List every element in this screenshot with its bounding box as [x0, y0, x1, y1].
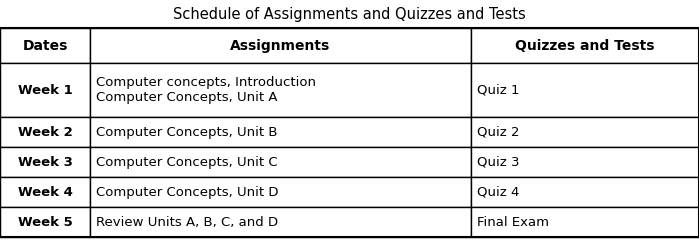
Text: Quiz 4: Quiz 4	[477, 186, 519, 198]
Bar	[0, 207, 90, 237]
Bar	[0, 117, 90, 147]
Text: Computer concepts, Introduction
Computer Concepts, Unit A: Computer concepts, Introduction Computer…	[96, 76, 316, 104]
Bar	[471, 117, 699, 147]
Text: Week 5: Week 5	[17, 215, 73, 229]
Text: Review Units A, B, C, and D: Review Units A, B, C, and D	[96, 215, 278, 229]
Bar	[471, 147, 699, 177]
Text: Assignments: Assignments	[231, 39, 331, 53]
Text: Week 2: Week 2	[17, 125, 73, 138]
Text: Week 4: Week 4	[17, 186, 73, 198]
Bar	[90, 177, 471, 207]
Text: Week 1: Week 1	[17, 83, 73, 97]
Text: Dates: Dates	[22, 39, 68, 53]
Text: Computer Concepts, Unit D: Computer Concepts, Unit D	[96, 186, 278, 198]
Bar	[471, 63, 699, 117]
Bar	[0, 177, 90, 207]
Text: Week 3: Week 3	[17, 155, 73, 169]
Bar	[0, 147, 90, 177]
Bar	[471, 207, 699, 237]
Text: Quiz 1: Quiz 1	[477, 83, 519, 97]
Bar	[0, 28, 699, 237]
Bar	[471, 28, 699, 63]
Bar	[90, 147, 471, 177]
Text: Quiz 3: Quiz 3	[477, 155, 519, 169]
Bar	[90, 117, 471, 147]
Text: Quiz 2: Quiz 2	[477, 125, 519, 138]
Bar	[0, 63, 90, 117]
Bar	[0, 28, 90, 63]
Text: Quizzes and Tests: Quizzes and Tests	[515, 39, 655, 53]
Bar	[90, 63, 471, 117]
Text: Schedule of Assignments and Quizzes and Tests: Schedule of Assignments and Quizzes and …	[173, 6, 526, 21]
Bar	[471, 177, 699, 207]
Bar	[90, 207, 471, 237]
Text: Computer Concepts, Unit C: Computer Concepts, Unit C	[96, 155, 278, 169]
Text: Computer Concepts, Unit B: Computer Concepts, Unit B	[96, 125, 278, 138]
Bar	[90, 28, 471, 63]
Text: Final Exam: Final Exam	[477, 215, 549, 229]
